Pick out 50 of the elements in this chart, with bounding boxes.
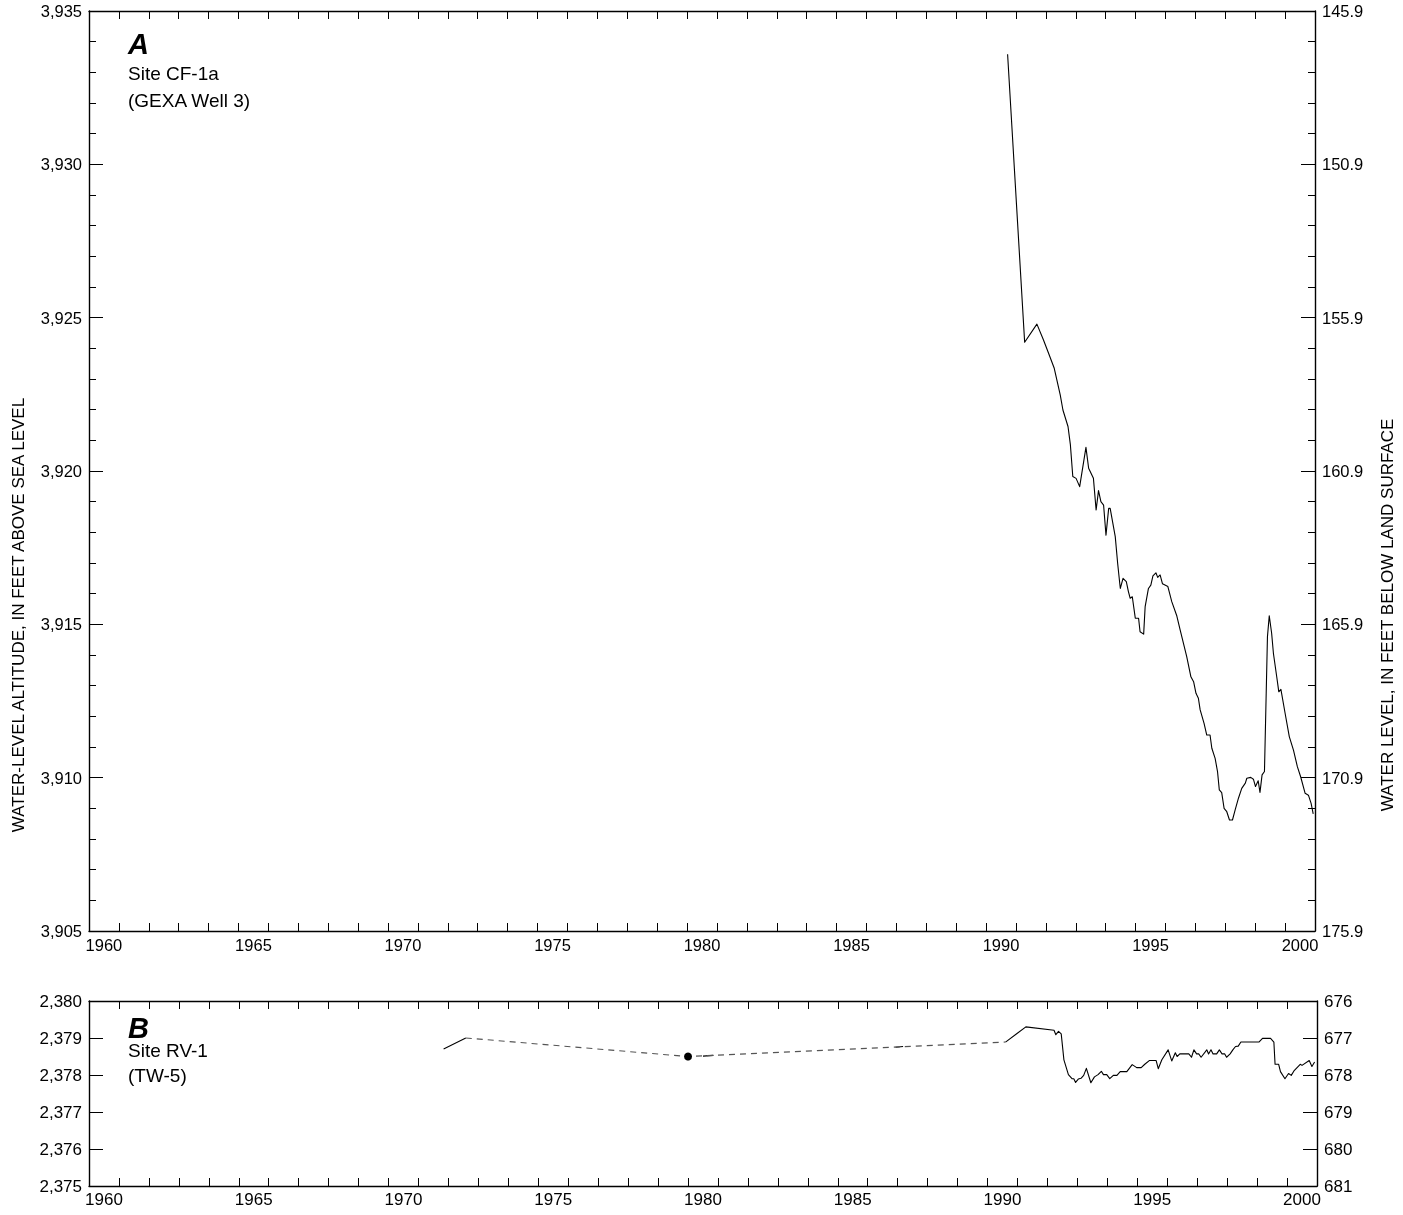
x-tick-label: 1975 [534, 935, 571, 954]
y2-tick-label: 165.9 [1322, 615, 1364, 634]
y-tick-label: 2,378 [39, 1065, 82, 1085]
x-tick-label: 1965 [235, 935, 272, 954]
text: A [127, 27, 149, 60]
x-tick-label: 2000 [1281, 935, 1319, 954]
y-tick-label: 3,920 [40, 462, 82, 480]
x-tick-label: 2000 [1283, 1190, 1321, 1209]
y2-tick-label: 677 [1324, 1028, 1353, 1048]
annotation: (GEXA Well 3) [128, 90, 251, 111]
y2-tick-label: 681 [1324, 1176, 1353, 1196]
y-tick-label: 2,376 [39, 1139, 82, 1159]
y2-tick-label: 145.9 [1322, 2, 1364, 20]
y-axis-title: WATER-LEVEL ALTITUDE, IN FEET ABOVE SEA LEVEL [8, 397, 28, 833]
y-tick-label: 2,377 [39, 1102, 82, 1122]
y-tick-label: 2,380 [39, 991, 82, 1011]
x-tick-label: 1985 [833, 1190, 872, 1209]
x-tick-label: 1970 [384, 1190, 423, 1209]
y-tick-label: 3,935 [40, 2, 82, 20]
x-tick-label: 1995 [1133, 1190, 1172, 1209]
x-tick-label: 1985 [833, 935, 870, 954]
y-tick-label: 3,905 [40, 922, 82, 940]
y-tick-label: 3,910 [40, 768, 82, 787]
x-tick-label: 1980 [683, 935, 721, 954]
y2-axis-title: WATER LEVEL, IN FEET BELOW LAND SURFACE [1377, 418, 1397, 812]
x-tick-label: 1970 [384, 935, 422, 954]
x-tick-label: 1990 [983, 1190, 1022, 1209]
y-tick-label: 3,925 [40, 308, 82, 327]
annotation: (TW-5) [128, 1065, 187, 1086]
y2-tick-label: 155.9 [1322, 308, 1364, 327]
x-tick-label: 1960 [85, 1190, 123, 1209]
y2-tick-label: 679 [1324, 1102, 1353, 1122]
x-tick-label: 1965 [234, 1190, 273, 1209]
x-tick-label: 1960 [85, 935, 123, 954]
y2-tick-label: 170.9 [1322, 768, 1364, 787]
annotation: Site CF-1a [128, 63, 220, 84]
y2-tick-label: 678 [1324, 1065, 1353, 1085]
x-tick-label: 1995 [1132, 935, 1169, 954]
y-tick-label: 2,375 [39, 1176, 82, 1196]
x-tick-label: 1990 [982, 935, 1020, 954]
y-tick-label: 3,930 [40, 155, 82, 174]
y-tick-label: 2,379 [39, 1028, 82, 1048]
y-tick-label: 3,915 [40, 615, 82, 634]
y2-tick-label: 175.9 [1322, 922, 1364, 940]
y2-tick-label: 680 [1324, 1139, 1353, 1159]
y2-tick-label: 160.9 [1322, 462, 1364, 480]
x-tick-label: 1980 [684, 1190, 722, 1209]
y2-tick-label: 150.9 [1322, 155, 1364, 174]
y2-tick-label: 676 [1324, 991, 1353, 1011]
x-tick-label: 1975 [534, 1190, 573, 1209]
